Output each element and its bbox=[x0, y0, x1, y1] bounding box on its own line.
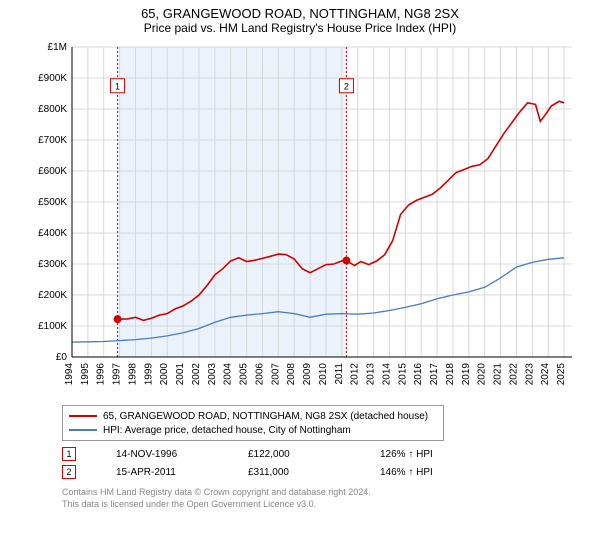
svg-text:1994: 1994 bbox=[64, 363, 75, 386]
svg-text:1999: 1999 bbox=[143, 363, 154, 386]
svg-text:2021: 2021 bbox=[493, 363, 504, 386]
svg-text:2003: 2003 bbox=[207, 363, 218, 386]
legend-label: HPI: Average price, detached house, City… bbox=[103, 425, 351, 436]
footer-line: Contains HM Land Registry data © Crown c… bbox=[62, 487, 590, 499]
legend-item: HPI: Average price, detached house, City… bbox=[69, 423, 437, 437]
marker-badge: 2 bbox=[62, 465, 76, 479]
marker-row: 2 15-APR-2011 £311,000 146% ↑ HPI bbox=[62, 463, 590, 481]
marker-price: £122,000 bbox=[248, 449, 340, 460]
svg-text:2000: 2000 bbox=[159, 363, 170, 386]
svg-text:£500K: £500K bbox=[38, 197, 67, 208]
chart-title: 65, GRANGEWOOD ROAD, NOTTINGHAM, NG8 2SX bbox=[10, 6, 590, 21]
chart-plot: 1 2 £0 £100K £200K £300K £400K £500K £600K £700K £… bbox=[28, 39, 588, 399]
svg-text:2022: 2022 bbox=[508, 363, 519, 386]
marker-date: 15-APR-2011 bbox=[116, 467, 208, 478]
svg-text:£200K: £200K bbox=[38, 290, 67, 301]
svg-text:2018: 2018 bbox=[445, 363, 456, 386]
svg-text:2016: 2016 bbox=[413, 363, 424, 386]
svg-text:2002: 2002 bbox=[191, 363, 202, 386]
svg-text:2005: 2005 bbox=[239, 363, 250, 386]
svg-text:1998: 1998 bbox=[127, 363, 138, 386]
svg-text:2011: 2011 bbox=[334, 363, 345, 385]
svg-text:1: 1 bbox=[115, 81, 120, 91]
marker-price: £311,000 bbox=[248, 467, 340, 478]
svg-text:2014: 2014 bbox=[381, 363, 392, 386]
svg-text:2: 2 bbox=[344, 81, 349, 91]
legend-swatch bbox=[69, 429, 97, 431]
svg-text:1997: 1997 bbox=[112, 363, 123, 386]
marker-badge: 1 bbox=[62, 447, 76, 461]
marker-date: 14-NOV-1996 bbox=[116, 449, 208, 460]
svg-text:£900K: £900K bbox=[38, 73, 67, 84]
svg-text:2019: 2019 bbox=[461, 363, 472, 386]
svg-text:£100K: £100K bbox=[38, 321, 67, 332]
svg-text:£1M: £1M bbox=[48, 42, 67, 53]
svg-text:2023: 2023 bbox=[524, 363, 535, 386]
svg-text:£400K: £400K bbox=[38, 228, 67, 239]
svg-text:2006: 2006 bbox=[254, 363, 265, 386]
svg-text:2004: 2004 bbox=[223, 363, 234, 386]
svg-text:2012: 2012 bbox=[350, 363, 361, 386]
marker-row: 1 14-NOV-1996 £122,000 126% ↑ HPI bbox=[62, 445, 590, 463]
svg-text:£800K: £800K bbox=[38, 104, 67, 115]
legend-swatch bbox=[69, 415, 97, 417]
svg-text:£600K: £600K bbox=[38, 166, 67, 177]
svg-text:2008: 2008 bbox=[286, 363, 297, 386]
marker-delta: 126% ↑ HPI bbox=[380, 449, 472, 460]
footer: Contains HM Land Registry data © Crown c… bbox=[62, 487, 590, 510]
footer-line: This data is licensed under the Open Gov… bbox=[62, 499, 590, 511]
svg-text:2013: 2013 bbox=[366, 363, 377, 386]
legend-item: 65, GRANGEWOOD ROAD, NOTTINGHAM, NG8 2SX… bbox=[69, 409, 437, 423]
svg-text:1996: 1996 bbox=[96, 363, 107, 386]
svg-text:2017: 2017 bbox=[429, 363, 440, 386]
svg-text:2020: 2020 bbox=[477, 363, 488, 386]
svg-text:2024: 2024 bbox=[540, 363, 551, 386]
svg-text:2009: 2009 bbox=[302, 363, 313, 386]
svg-text:1995: 1995 bbox=[80, 363, 91, 386]
marker-delta: 146% ↑ HPI bbox=[380, 467, 472, 478]
markers-table: 1 14-NOV-1996 £122,000 126% ↑ HPI 2 15-A… bbox=[62, 445, 590, 481]
chart-subtitle: Price paid vs. HM Land Registry's House … bbox=[10, 21, 590, 35]
svg-text:£700K: £700K bbox=[38, 135, 67, 146]
svg-text:2010: 2010 bbox=[318, 363, 329, 386]
legend-label: 65, GRANGEWOOD ROAD, NOTTINGHAM, NG8 2SX… bbox=[103, 411, 428, 422]
svg-text:2025: 2025 bbox=[556, 363, 567, 386]
svg-text:2001: 2001 bbox=[175, 363, 186, 386]
svg-text:£0: £0 bbox=[56, 352, 68, 363]
svg-text:2007: 2007 bbox=[270, 363, 281, 386]
legend: 65, GRANGEWOOD ROAD, NOTTINGHAM, NG8 2SX… bbox=[62, 405, 444, 441]
svg-text:£300K: £300K bbox=[38, 259, 67, 270]
svg-text:2015: 2015 bbox=[397, 363, 408, 386]
chart-container: 65, GRANGEWOOD ROAD, NOTTINGHAM, NG8 2SX… bbox=[0, 0, 600, 560]
